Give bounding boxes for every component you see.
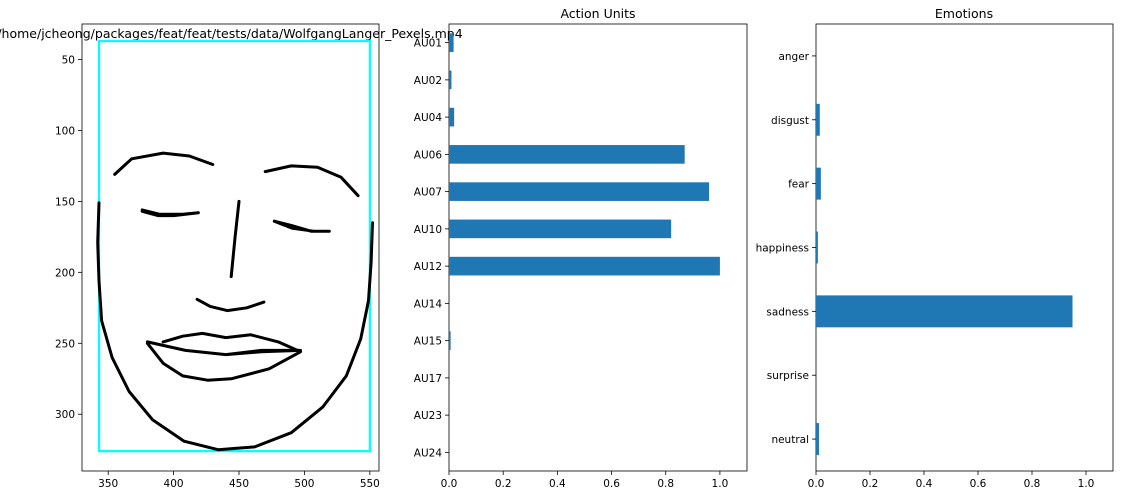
emo-category-label: disgust xyxy=(771,115,809,127)
face-x-axis: 350 400 450 500 550 xyxy=(98,471,380,490)
au-bar xyxy=(449,256,720,276)
au-category-label: AU17 xyxy=(414,373,442,385)
emotions-bars xyxy=(816,103,1073,456)
face-x-tick-label: 500 xyxy=(294,478,314,490)
action-units-title: Action Units xyxy=(560,6,635,21)
face-line-left-brow xyxy=(113,151,215,176)
face-y-axis: 50 100 150 200 250 300 xyxy=(55,54,82,421)
emo-x-tick-label: 0.2 xyxy=(862,478,879,490)
emo-category-label: neutral xyxy=(771,434,809,446)
face-x-tick-label: 350 xyxy=(98,478,118,490)
face-line-nose xyxy=(229,199,241,279)
au-category-label: AU12 xyxy=(414,261,442,273)
action-units-chart: Action Units AU01 AU02 AU04 AU06 AU07 AU10 AU1… xyxy=(414,6,748,490)
au-category-label: AU23 xyxy=(414,410,442,422)
emo-category-label: anger xyxy=(778,51,809,63)
au-category-label: AU01 xyxy=(414,38,442,50)
face-line-right-brow xyxy=(263,164,360,198)
action-units-frame xyxy=(448,23,748,472)
emo-bar xyxy=(816,167,821,200)
au-x-tick-label: 0.8 xyxy=(657,478,674,490)
face-plot-frame xyxy=(81,23,380,472)
au-category-label: AU24 xyxy=(414,447,443,459)
action-units-x-axis: 0.0 0.2 0.4 0.6 0.8 1.0 xyxy=(441,471,729,490)
au-x-tick-label: 0.6 xyxy=(603,478,620,490)
face-plot-title: /home/jcheong/packages/feat/feat/tests/d… xyxy=(0,26,463,41)
emo-bar xyxy=(816,103,820,136)
emo-category-label: sadness xyxy=(766,306,809,318)
face-line-left-eye xyxy=(140,208,200,218)
face-y-tick-label: 150 xyxy=(55,196,75,208)
action-units-bars xyxy=(449,33,720,350)
face-line-outer-lips xyxy=(145,331,302,382)
au-category-label: AU02 xyxy=(414,75,442,87)
face-plot-content xyxy=(96,39,374,453)
au-x-tick-label: 0.4 xyxy=(549,478,566,490)
au-x-tick-label: 1.0 xyxy=(712,478,729,490)
emo-x-tick-label: 0.4 xyxy=(916,478,933,490)
emotions-x-axis: 0.0 0.2 0.4 0.6 0.8 1.0 xyxy=(808,471,1095,490)
face-x-tick-label: 400 xyxy=(164,478,184,490)
au-bar xyxy=(449,182,710,201)
face-line-jaw xyxy=(96,201,374,452)
face-line-nostrils xyxy=(195,297,266,313)
au-category-label: AU14 xyxy=(414,298,443,310)
emo-bar xyxy=(816,423,819,456)
emotions-frame xyxy=(815,23,1114,472)
emo-x-tick-label: 0.0 xyxy=(808,478,825,490)
au-category-label: AU15 xyxy=(414,336,442,348)
face-y-tick-label: 300 xyxy=(55,409,75,421)
au-x-tick-label: 0.2 xyxy=(495,478,512,490)
au-bar xyxy=(449,219,672,239)
emo-x-tick-label: 1.0 xyxy=(1078,478,1095,490)
au-bar xyxy=(449,331,451,350)
face-y-tick-label: 200 xyxy=(55,267,75,279)
au-x-tick-label: 0.0 xyxy=(441,478,458,490)
face-x-tick-label: 550 xyxy=(360,478,380,490)
emo-x-tick-label: 0.8 xyxy=(1024,478,1041,490)
emotions-y-axis: anger disgust fear happiness sadness surprise… xyxy=(756,51,816,446)
face-x-tick-label: 450 xyxy=(229,478,249,490)
face-y-tick-label: 100 xyxy=(55,125,75,137)
au-category-label: AU04 xyxy=(414,112,443,124)
au-bar xyxy=(449,145,685,164)
au-bar xyxy=(449,33,454,52)
au-bar xyxy=(449,107,455,127)
au-category-label: AU06 xyxy=(414,149,443,161)
face-landmark-plot: /home/jcheong/packages/feat/feat/tests/d… xyxy=(0,23,463,490)
au-category-label: AU10 xyxy=(414,224,442,236)
emo-bar xyxy=(816,295,1073,328)
face-line-inner-lips xyxy=(145,340,302,357)
face-y-tick-label: 250 xyxy=(55,338,75,350)
face-line-right-eye xyxy=(272,219,331,233)
au-bar xyxy=(449,70,452,90)
emotions-chart: Emotions anger disgust fear happiness sadnes… xyxy=(756,6,1114,490)
emo-bar xyxy=(816,231,818,264)
emo-category-label: fear xyxy=(788,179,810,191)
emotions-title: Emotions xyxy=(935,6,993,21)
emo-category-label: happiness xyxy=(756,243,809,255)
emo-x-tick-label: 0.6 xyxy=(970,478,987,490)
face-y-tick-label: 50 xyxy=(62,54,75,66)
emo-category-label: surprise xyxy=(767,370,809,382)
action-units-y-axis: AU01 AU02 AU04 AU06 AU07 AU10 AU12 AU14 AU15 AU17… xyxy=(414,38,449,459)
au-category-label: AU07 xyxy=(414,187,442,199)
